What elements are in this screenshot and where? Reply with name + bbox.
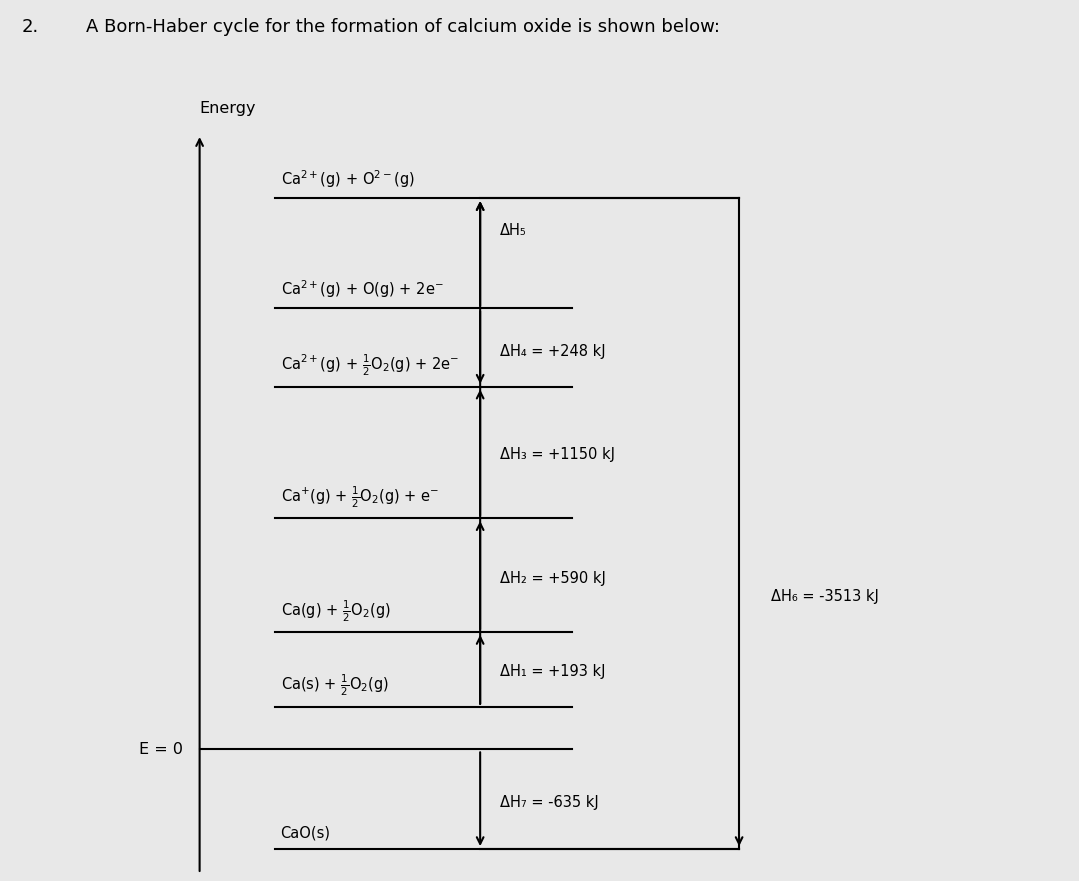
Text: Ca$^{2+}$(g) + O$^{2-}$(g): Ca$^{2+}$(g) + O$^{2-}$(g) [281, 168, 414, 189]
Text: Ca$^{+}$(g) + $\frac{1}{2}$O$_{2}$(g) + e$^{-}$: Ca$^{+}$(g) + $\frac{1}{2}$O$_{2}$(g) + … [281, 485, 439, 510]
Text: Ca(g) + $\frac{1}{2}$O$_{2}$(g): Ca(g) + $\frac{1}{2}$O$_{2}$(g) [281, 598, 391, 624]
Text: ΔH₆ = -3513 kJ: ΔH₆ = -3513 kJ [771, 589, 879, 604]
Text: ΔH₂ = +590 kJ: ΔH₂ = +590 kJ [500, 571, 605, 586]
Text: ΔH₅: ΔH₅ [500, 223, 527, 238]
Text: Ca$^{2+}$(g) + $\frac{1}{2}$O$_{2}$(g) + 2e$^{-}$: Ca$^{2+}$(g) + $\frac{1}{2}$O$_{2}$(g) +… [281, 352, 459, 378]
Text: A Born-Haber cycle for the formation of calcium oxide is shown below:: A Born-Haber cycle for the formation of … [86, 18, 721, 35]
Text: Ca$^{2+}$(g) + O(g) + 2e$^{-}$: Ca$^{2+}$(g) + O(g) + 2e$^{-}$ [281, 278, 443, 300]
Text: 2.: 2. [22, 18, 39, 35]
Text: ΔH₄ = +248 kJ: ΔH₄ = +248 kJ [500, 344, 605, 359]
Text: Ca(s) + $\frac{1}{2}$O$_{2}$(g): Ca(s) + $\frac{1}{2}$O$_{2}$(g) [281, 673, 388, 699]
Text: Energy: Energy [200, 101, 256, 116]
Text: E = 0: E = 0 [139, 742, 183, 757]
Text: ΔH₇ = -635 kJ: ΔH₇ = -635 kJ [500, 796, 599, 811]
Text: ΔH₃ = +1150 kJ: ΔH₃ = +1150 kJ [500, 447, 615, 462]
Text: CaO(s): CaO(s) [281, 825, 330, 840]
Text: ΔH₁ = +193 kJ: ΔH₁ = +193 kJ [500, 663, 605, 678]
